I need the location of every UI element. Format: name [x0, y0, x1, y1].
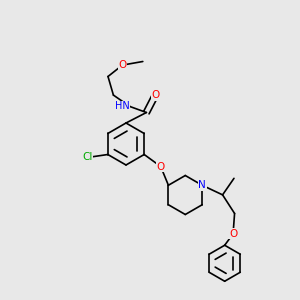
Text: O: O	[157, 161, 165, 172]
Text: N: N	[198, 180, 206, 190]
Text: O: O	[229, 229, 237, 239]
Text: O: O	[118, 60, 127, 70]
Text: HN: HN	[115, 101, 130, 112]
Text: O: O	[151, 90, 160, 100]
Text: Cl: Cl	[82, 152, 93, 163]
